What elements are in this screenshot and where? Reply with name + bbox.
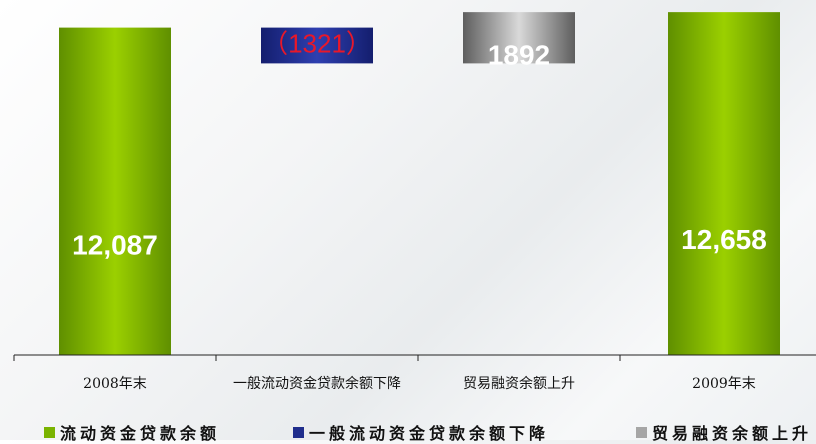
- legend-swatch-gray: [636, 426, 647, 438]
- value-label-0: 12,087: [72, 229, 158, 260]
- legend-label: 贸易融资余额上升: [652, 424, 813, 443]
- category-label-3: 2009年末: [692, 376, 756, 392]
- bar-3: [668, 12, 780, 356]
- legend-swatch-blue: [293, 426, 304, 438]
- value-label-2: 1892: [488, 40, 550, 71]
- x-axis-ticks: [13, 355, 621, 361]
- bar-2: [463, 12, 575, 64]
- value-label-1: （1321）: [262, 28, 372, 58]
- bars-layer: [59, 12, 780, 356]
- legend-label: 一般流动资金贷款余额下降: [309, 424, 550, 443]
- waterfall-chart: 12,087 （1321） 1892 12,658 2008年末 一般流动资金贷款余额下…: [13, 12, 816, 392]
- bar-0: [59, 27, 171, 355]
- legend-label: 流动资金贷款余额: [60, 424, 221, 443]
- legend-item-trade-increase: 贸易融资余额上升: [636, 420, 812, 444]
- category-label-2: 贸易融资余额上升: [463, 375, 575, 392]
- legend: 流动资金贷款余额 一般流动资金贷款余额下降 贸易融资余额上升: [0, 420, 816, 443]
- category-label-0: 2008年末: [83, 376, 147, 392]
- value-label-3: 12,658: [681, 224, 767, 255]
- value-labels-layer: 12,087 （1321） 1892 12,658: [72, 28, 767, 260]
- bar-1: [261, 27, 373, 64]
- category-label-1: 一般流动资金贷款余额下降: [233, 375, 401, 392]
- category-labels: 2008年末 一般流动资金贷款余额下降 贸易融资余额上升 2009年末: [83, 375, 756, 392]
- legend-item-loan-balance: 流动资金贷款余额: [44, 420, 220, 444]
- legend-swatch-green: [44, 426, 55, 438]
- legend-item-general-decrease: 一般流动资金贷款余额下降: [293, 420, 549, 444]
